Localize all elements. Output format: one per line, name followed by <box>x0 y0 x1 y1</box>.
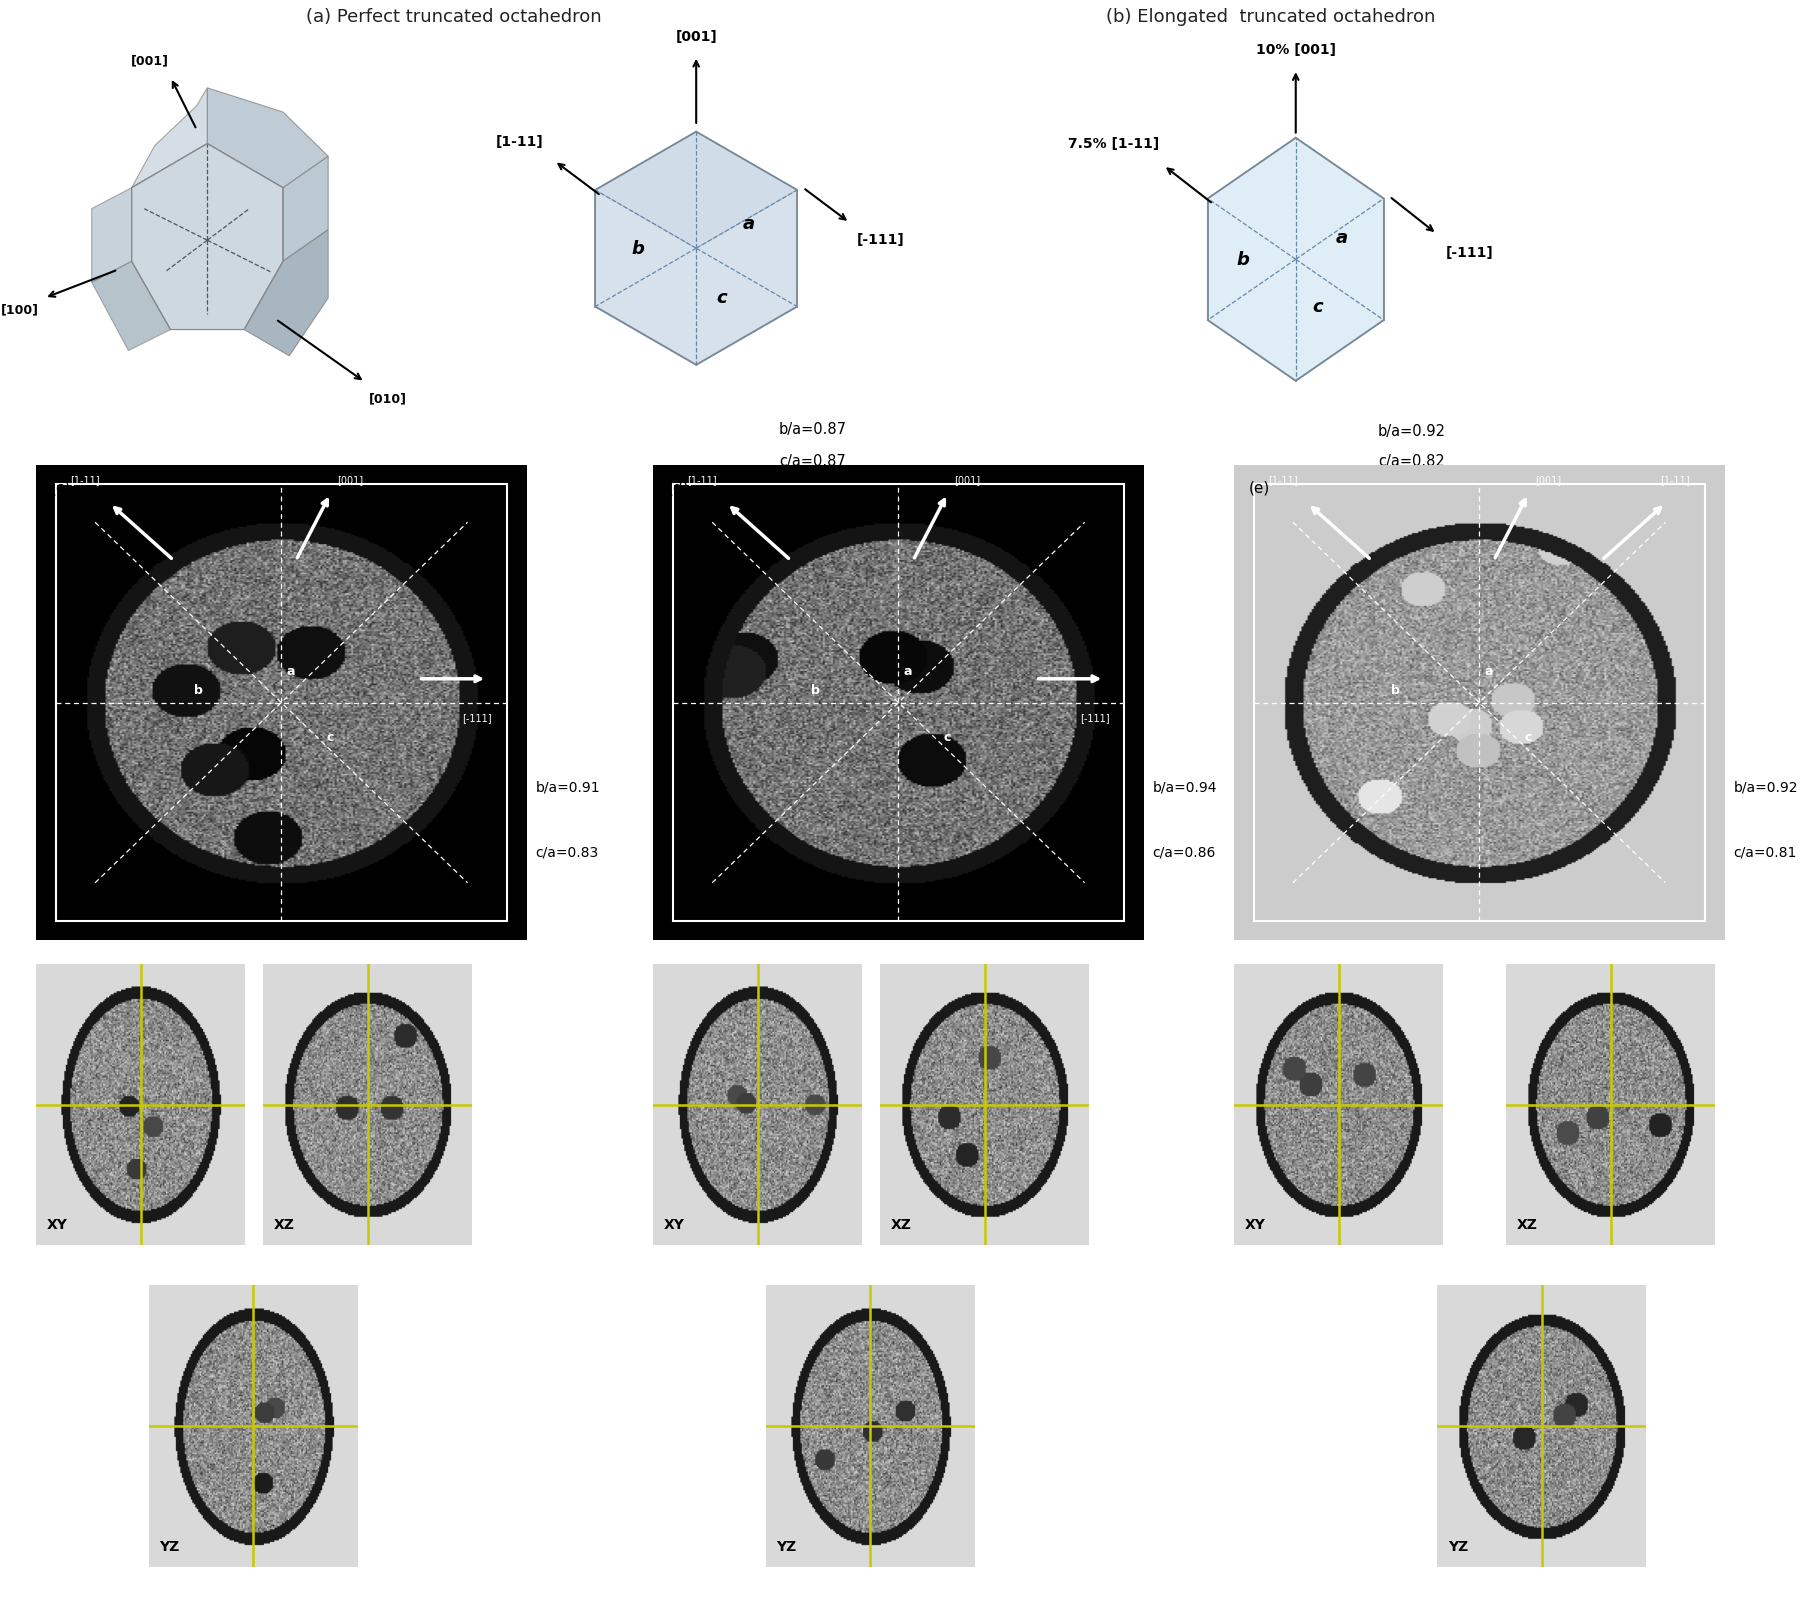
Text: [1-11]: [1-11] <box>495 135 542 149</box>
Polygon shape <box>207 88 328 188</box>
Polygon shape <box>93 188 132 283</box>
Text: YZ: YZ <box>1448 1540 1468 1552</box>
Text: c: c <box>1312 297 1322 315</box>
Text: [1-11]: [1-11] <box>71 476 100 485</box>
Text: XZ: XZ <box>1517 1218 1536 1231</box>
Text: (b) Elongated  truncated octahedron: (b) Elongated truncated octahedron <box>1105 8 1435 26</box>
Text: c: c <box>943 731 951 744</box>
Polygon shape <box>1206 138 1382 381</box>
Text: c/a=0.86: c/a=0.86 <box>1152 845 1215 858</box>
Text: [001]: [001] <box>131 55 169 67</box>
Text: 10% [001]: 10% [001] <box>1255 43 1335 58</box>
Text: c/a=0.81: c/a=0.81 <box>1732 845 1796 858</box>
Text: [1-11]: [1-11] <box>1660 476 1689 485</box>
Text: (e): (e) <box>1248 480 1270 495</box>
Polygon shape <box>93 262 171 352</box>
Text: [001]: [001] <box>954 476 980 485</box>
Text: [100]: [100] <box>2 302 40 317</box>
Polygon shape <box>595 133 796 366</box>
Text: XZ: XZ <box>274 1218 294 1231</box>
Text: c/a=0.83: c/a=0.83 <box>535 845 599 858</box>
Text: c: c <box>327 731 334 744</box>
Polygon shape <box>283 157 328 262</box>
Text: (d): (d) <box>668 480 689 495</box>
Text: YZ: YZ <box>776 1540 796 1552</box>
Text: c: c <box>717 289 727 307</box>
Text: XY: XY <box>1244 1218 1264 1231</box>
Text: [010]: [010] <box>368 392 406 405</box>
Text: [1-11]: [1-11] <box>688 476 717 485</box>
Polygon shape <box>595 133 796 249</box>
Text: [001]: [001] <box>337 476 363 485</box>
Polygon shape <box>243 230 328 357</box>
Text: b: b <box>1235 251 1248 268</box>
Text: [-111]: [-111] <box>1079 712 1108 722</box>
Text: b/a=0.92: b/a=0.92 <box>1377 424 1446 439</box>
Text: b: b <box>631 239 644 259</box>
Text: a: a <box>1335 230 1348 247</box>
Text: XZ: XZ <box>891 1218 911 1231</box>
Text: a: a <box>742 214 755 233</box>
Text: [-111]: [-111] <box>1446 246 1493 259</box>
Text: YZ: YZ <box>160 1540 180 1552</box>
Text: b/a=0.94: b/a=0.94 <box>1152 781 1217 794</box>
Text: XY: XY <box>664 1218 684 1231</box>
Text: c/a=0.87: c/a=0.87 <box>778 453 845 469</box>
Text: XY: XY <box>47 1218 67 1231</box>
Text: 7.5% [1-11]: 7.5% [1-11] <box>1068 137 1159 151</box>
Text: a: a <box>1484 665 1493 678</box>
Text: [-111]: [-111] <box>463 712 492 722</box>
Text: b: b <box>194 683 203 696</box>
Text: (a) Perfect truncated octahedron: (a) Perfect truncated octahedron <box>307 8 600 26</box>
Text: [-111]: [-111] <box>856 233 905 247</box>
Polygon shape <box>132 88 207 188</box>
Text: a: a <box>287 665 296 678</box>
Polygon shape <box>132 145 283 331</box>
Text: b/a=0.91: b/a=0.91 <box>535 781 600 794</box>
Text: [001]: [001] <box>1535 476 1560 485</box>
Text: a: a <box>903 665 912 678</box>
Text: b/a=0.87: b/a=0.87 <box>778 423 847 437</box>
Text: b: b <box>811 683 820 696</box>
Text: [001]: [001] <box>675 31 717 43</box>
Text: [1-11]: [1-11] <box>1268 476 1297 485</box>
Text: b/a=0.92: b/a=0.92 <box>1732 781 1798 794</box>
Text: (c): (c) <box>51 480 71 495</box>
Text: b: b <box>1391 683 1400 696</box>
Text: c: c <box>1524 731 1531 744</box>
Text: c/a=0.82: c/a=0.82 <box>1377 453 1444 469</box>
